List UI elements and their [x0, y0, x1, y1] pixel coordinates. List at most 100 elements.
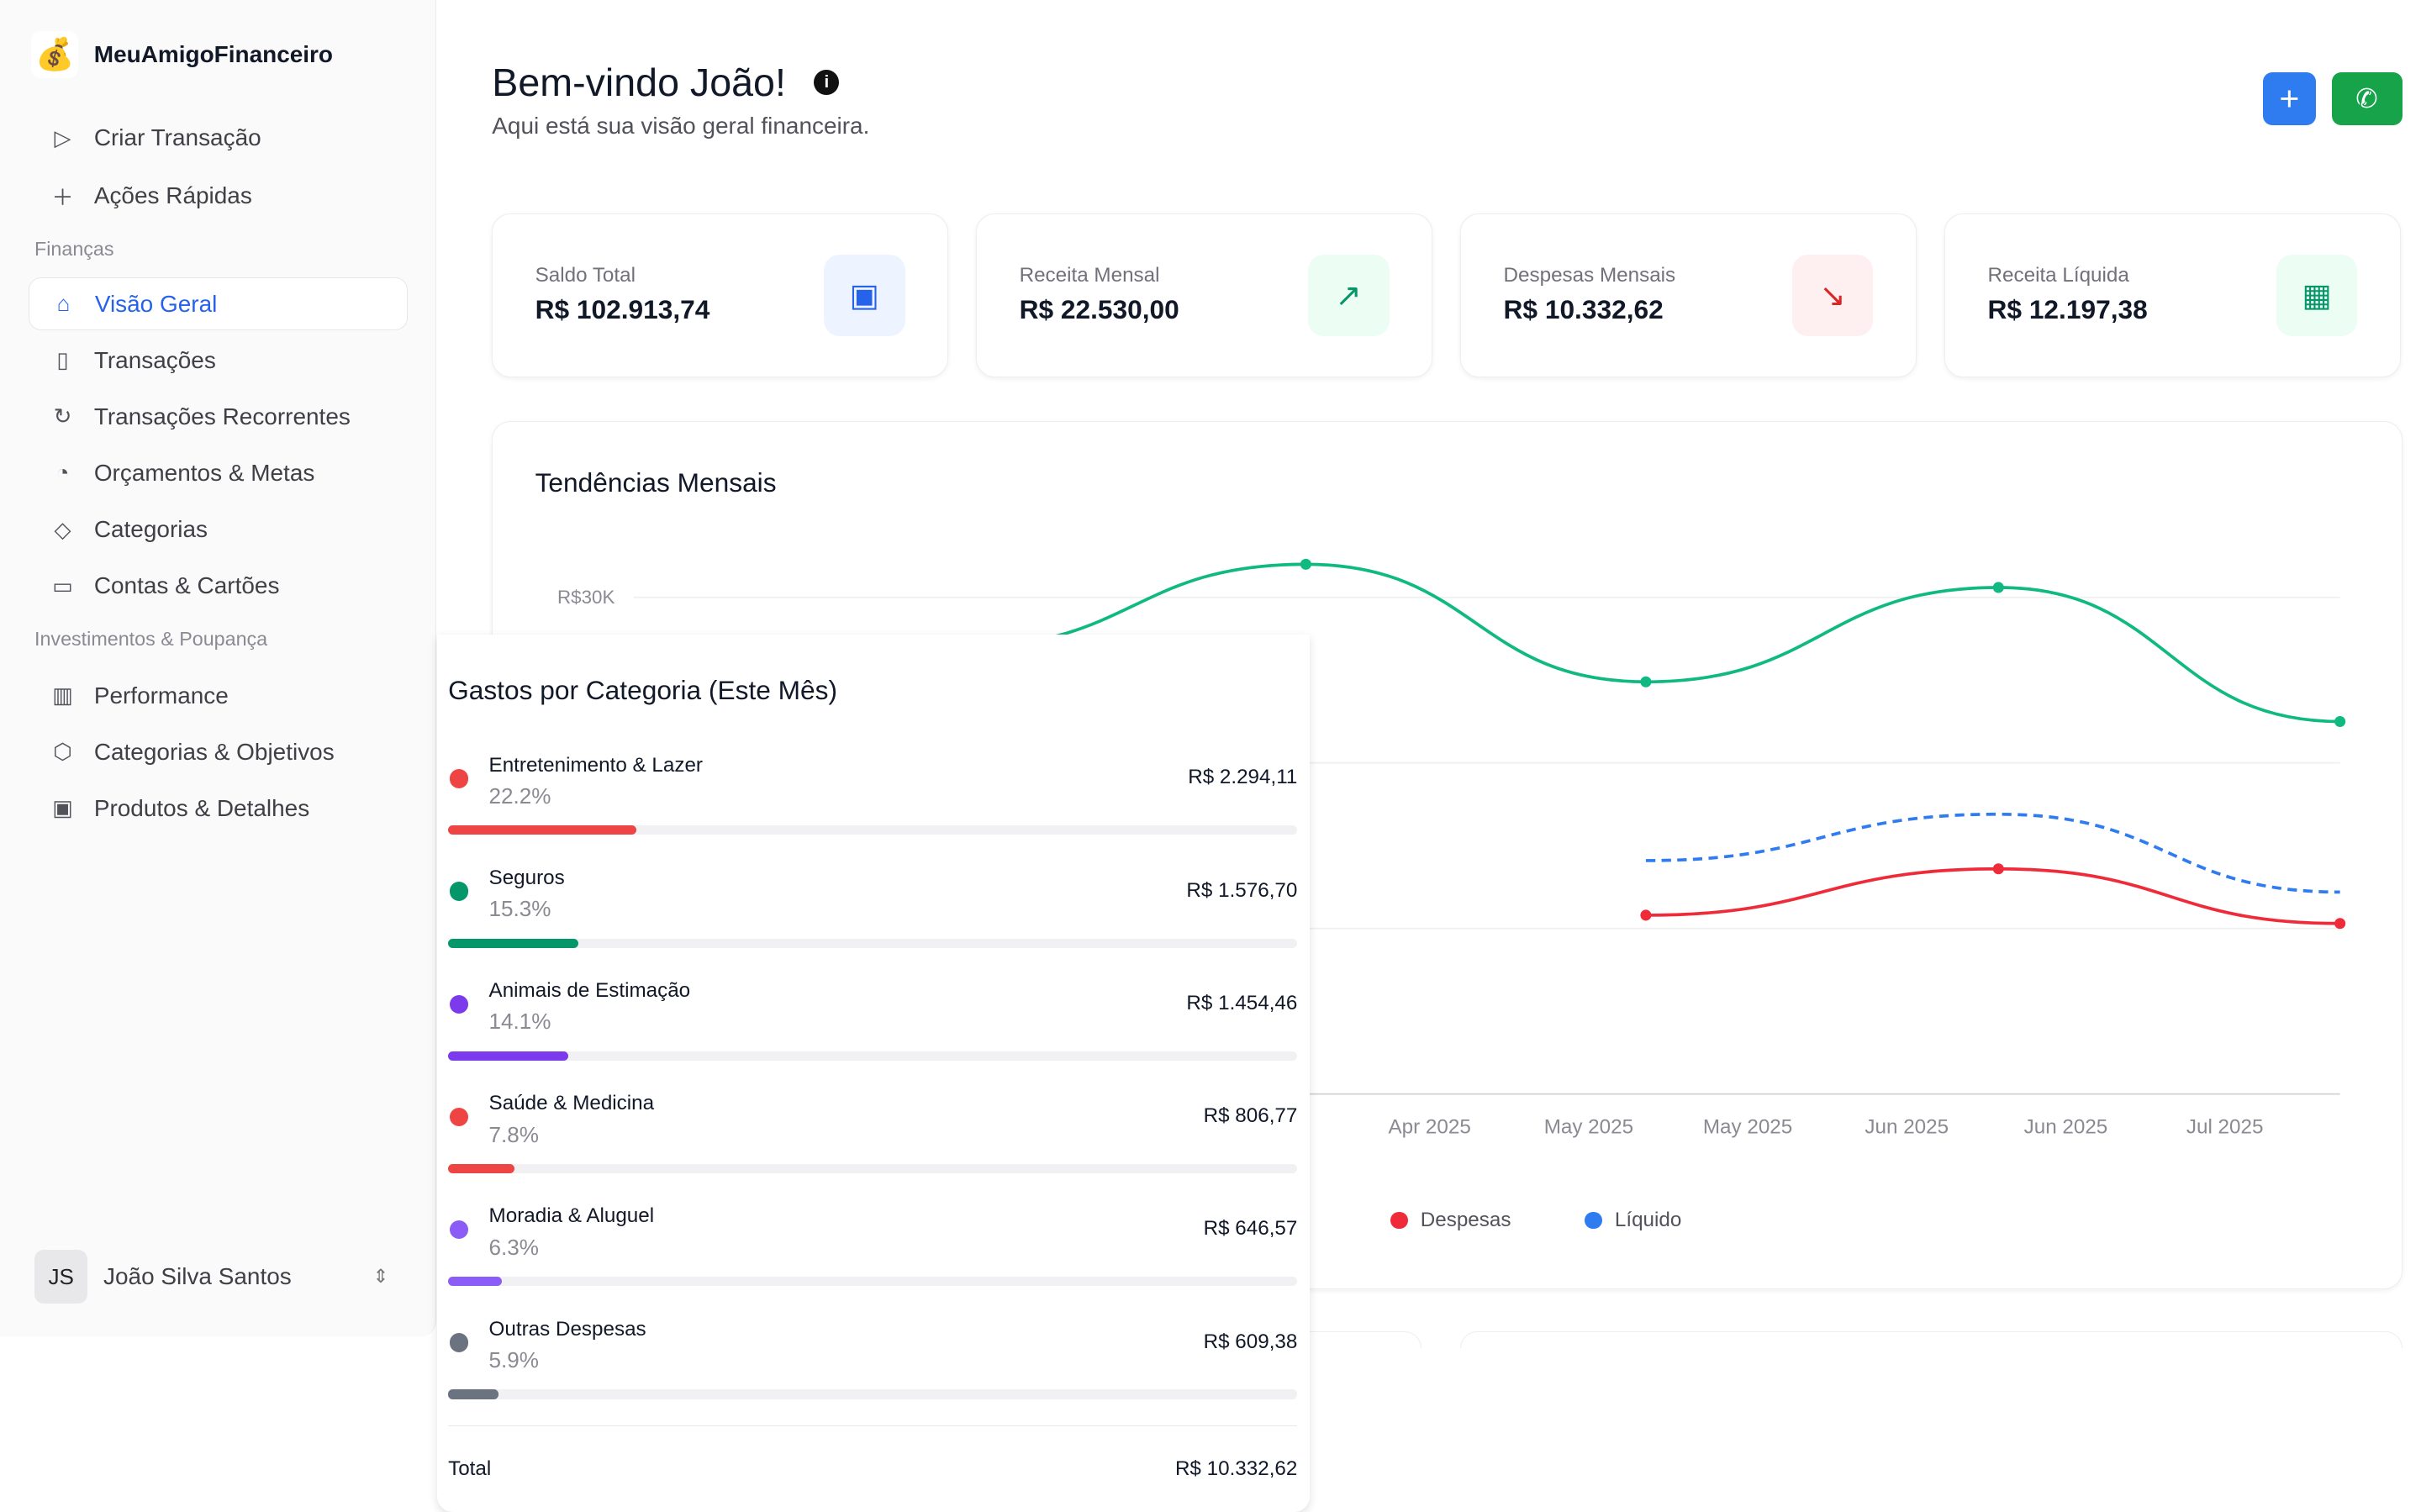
stat-value: R$ 22.530,00	[1019, 293, 1179, 324]
category-progress-fill	[448, 1163, 514, 1174]
user-menu[interactable]: JS João Silva Santos ⇕	[34, 1250, 389, 1304]
category-amount: R$ 2.294,11	[1188, 766, 1298, 789]
x-tick-label: Jul 2025	[2186, 1116, 2264, 1139]
x-tick-label: May 2025	[1703, 1116, 1792, 1139]
category-title: Gastos por Categoria (Este Mês)	[448, 675, 838, 706]
category-name: Saúde & Medicina	[488, 1092, 655, 1115]
category-progress-fill	[448, 1389, 498, 1399]
total-label: Total	[448, 1457, 492, 1481]
home-icon: ⌂	[56, 291, 71, 317]
section-financas: Finanças	[34, 238, 114, 261]
category-progress	[448, 1163, 1298, 1174]
nav-label: Orçamentos & Metas	[93, 459, 315, 486]
avatar: JS	[34, 1250, 88, 1304]
category-amount: R$ 646,57	[1203, 1217, 1298, 1241]
category-dot	[449, 1333, 469, 1352]
category-progress-fill	[448, 1277, 502, 1287]
category-percent: 15.3%	[488, 896, 551, 922]
category-dot	[449, 882, 469, 901]
pie-chart-icon: ◔	[55, 460, 70, 486]
nav-transacoes[interactable]: ▯ Transações	[29, 334, 408, 387]
category-dot	[449, 769, 469, 788]
info-icon[interactable]: i	[814, 69, 840, 95]
stat-value: R$ 10.332,62	[1503, 293, 1664, 324]
trending-down-icon: ↘	[1791, 254, 1874, 336]
add-button[interactable]: +	[2262, 71, 2316, 126]
card-edge	[1460, 1331, 2403, 1349]
whatsapp-button[interactable]: ✆	[2331, 71, 2403, 126]
category-percent: 6.3%	[488, 1234, 539, 1260]
category-item: Seguros 15.3% R$ 1.576,70	[448, 867, 1298, 961]
category-name: Animais de Estimação	[488, 978, 691, 1002]
nav-label: Visão Geral	[94, 290, 218, 317]
nav-acoes-rapidas[interactable]: ＋ Ações Rápidas	[29, 169, 408, 222]
category-item: Outras Despesas 5.9% R$ 609,38	[448, 1318, 1298, 1412]
legend-liquido[interactable]: Líquido	[1585, 1209, 1681, 1232]
y-tick-label: R$30K	[557, 587, 614, 608]
category-progress-fill	[448, 938, 578, 948]
series-line	[1646, 867, 2340, 926]
banknote-icon: ▣	[52, 795, 73, 821]
series-line	[1646, 813, 2340, 894]
nav-label: Transações Recorrentes	[93, 403, 351, 429]
x-tick-label: Jun 2025	[2024, 1116, 2108, 1139]
nav-produtos-detalhes[interactable]: ▣ Produtos & Detalhes	[29, 782, 408, 835]
data-point	[2334, 918, 2346, 930]
trending-up-icon: ↗	[1307, 254, 1390, 336]
nav-transacoes-recorrentes[interactable]: ↻ Transações Recorrentes	[29, 390, 408, 443]
stat-value: R$ 102.913,74	[535, 293, 710, 324]
legend-label: Líquido	[1614, 1209, 1682, 1232]
category-amount: R$ 1.576,70	[1186, 878, 1298, 902]
category-dot	[449, 1220, 469, 1240]
nav-contas-cartoes[interactable]: ▭ Contas & Cartões	[29, 559, 408, 612]
category-amount: R$ 609,38	[1203, 1330, 1298, 1353]
stat-value: R$ 12.197,38	[1987, 293, 2148, 324]
category-dot	[449, 1107, 469, 1127]
line-chart: R$30K Apr 2025 May 2025 May 2025 Jun 2025 Jun…	[557, 559, 2346, 1139]
nav-categorias[interactable]: ◇ Categorias	[29, 503, 408, 556]
stat-card: Saldo Total R$ 102.913,74 ▣	[492, 213, 948, 378]
brand[interactable]: 💰 MeuAmigoFinanceiro	[31, 31, 333, 79]
stat-card: Receita Mensal R$ 22.530,00 ↗	[976, 213, 1432, 378]
category-spending-popover: Gastos por Categoria (Este Mês) Entreten…	[437, 634, 1311, 1512]
user-name: João Silva Santos	[103, 1263, 292, 1290]
whatsapp-icon: ✆	[2355, 82, 2378, 113]
legend-despesas[interactable]: Despesas	[1390, 1209, 1511, 1232]
legend-dot	[1390, 1211, 1408, 1230]
category-progress	[448, 1389, 1298, 1399]
data-point	[2334, 716, 2346, 728]
nav-performance[interactable]: ▥ Performance	[29, 669, 408, 722]
category-percent: 14.1%	[488, 1009, 551, 1035]
stat-label: Receita Mensal	[1019, 264, 1160, 287]
chevron-up-down-icon: ⇕	[372, 1266, 389, 1288]
banknote-icon: ▣	[823, 254, 905, 336]
calculator-icon: ▦	[2276, 254, 2358, 336]
category-item: Entretenimento & Lazer 22.2% R$ 2.294,11	[448, 753, 1298, 848]
nav-visao-geral[interactable]: ⌂ Visão Geral	[28, 277, 408, 331]
nav-label: Ações Rápidas	[93, 182, 252, 208]
category-progress	[448, 825, 1298, 835]
nav-label: Categorias & Objetivos	[93, 738, 335, 765]
stat-label: Receita Líquida	[1987, 264, 2129, 287]
nav-categorias-objetivos[interactable]: ⬡ Categorias & Objetivos	[29, 725, 408, 778]
data-point	[1640, 677, 1652, 688]
nav-criar-transacao[interactable]: ▷ Criar Transação	[29, 111, 408, 164]
money-bag-icon: 💰	[31, 31, 79, 79]
stat-card: Despesas Mensais R$ 10.332,62 ↘	[1460, 213, 1917, 378]
total-row: Total R$ 10.332,62	[448, 1425, 1298, 1481]
section-investimentos: Investimentos & Poupança	[34, 628, 268, 651]
category-amount: R$ 1.454,46	[1186, 991, 1298, 1014]
plus-icon: ＋	[51, 184, 74, 210]
category-progress	[448, 1277, 1298, 1287]
category-name: Entretenimento & Lazer	[488, 753, 703, 777]
bar-chart-icon: ▥	[52, 682, 73, 709]
total-value: R$ 10.332,62	[1174, 1457, 1298, 1481]
nav-orcamentos[interactable]: ◔ Orçamentos & Metas	[29, 446, 408, 499]
category-progress-fill	[448, 1051, 568, 1061]
sidebar: 💰 MeuAmigoFinanceiro ▷ Criar Transação ＋ A…	[0, 0, 437, 1336]
credit-card-icon: ▭	[52, 572, 73, 598]
title-text: Bem-vindo João!	[492, 60, 786, 104]
box-icon: ⬡	[53, 739, 72, 765]
category-percent: 7.8%	[488, 1121, 539, 1147]
category-progress-fill	[448, 825, 637, 835]
